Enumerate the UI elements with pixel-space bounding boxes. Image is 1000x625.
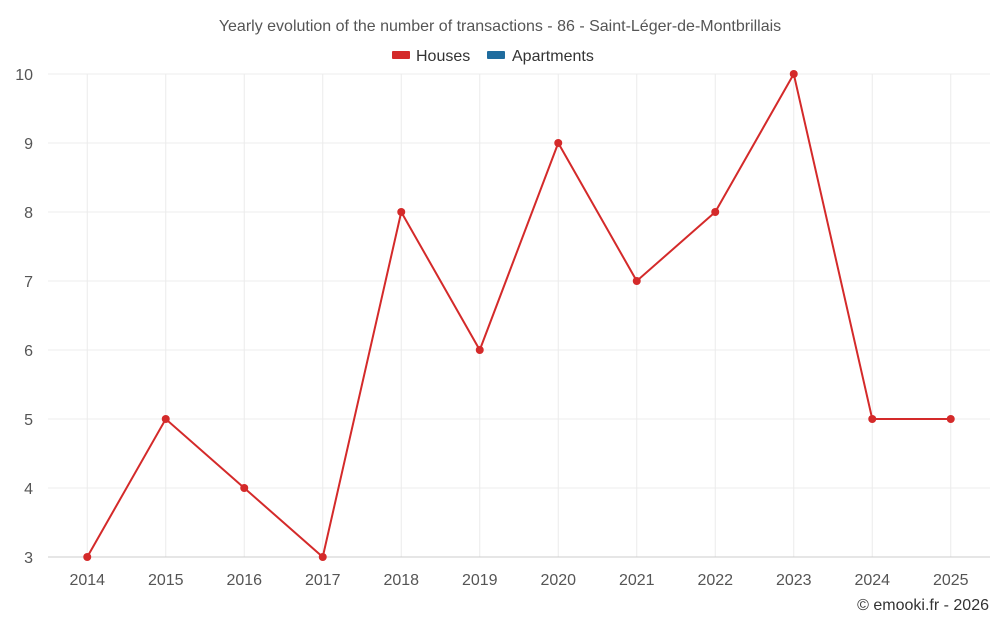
data-point-houses-2024 xyxy=(868,415,877,423)
x-tick-label-2025: 2025 xyxy=(933,572,969,589)
data-point-houses-2022 xyxy=(711,208,720,216)
y-tick-label-4: 4 xyxy=(24,481,33,498)
data-point-houses-2019 xyxy=(475,346,484,354)
series-layer xyxy=(83,70,955,561)
data-point-houses-2021 xyxy=(632,277,641,285)
x-tick-label-2014: 2014 xyxy=(69,572,105,589)
data-point-houses-2023 xyxy=(789,70,798,78)
x-tick-label-2024: 2024 xyxy=(854,572,890,589)
horizontal-gridlines xyxy=(48,73,990,489)
y-tick-label-5: 5 xyxy=(24,412,33,429)
x-tick-label-2018: 2018 xyxy=(383,572,419,589)
y-tick-label-8: 8 xyxy=(24,205,33,222)
x-tick-label-2022: 2022 xyxy=(697,572,733,589)
x-tick-label-2023: 2023 xyxy=(776,572,812,589)
credit-text: © emooki.fr - 2026 xyxy=(857,597,989,614)
chart-title: Yearly evolution of the number of transa… xyxy=(219,18,781,35)
legend-item-houses[interactable]: Houses xyxy=(392,48,470,65)
x-tick-label-2019: 2019 xyxy=(462,572,498,589)
x-tick-label-2016: 2016 xyxy=(226,572,262,589)
y-tick-label-9: 9 xyxy=(24,136,33,153)
data-point-houses-2025 xyxy=(946,415,955,423)
legend-swatch-apartments xyxy=(487,51,505,59)
series-line-houses xyxy=(86,71,951,559)
x-tick-label-2021: 2021 xyxy=(619,572,655,589)
x-tick-label-2020: 2020 xyxy=(540,572,576,589)
y-tick-label-3: 3 xyxy=(24,550,33,567)
vertical-gridlines xyxy=(86,74,952,557)
legend-label-houses: Houses xyxy=(416,48,470,65)
y-tick-label-7: 7 xyxy=(24,274,33,291)
data-point-houses-2015 xyxy=(161,415,170,423)
data-point-houses-2018 xyxy=(397,208,406,216)
y-tick-label-6: 6 xyxy=(24,343,33,360)
x-axis-tick-labels: 2014 2015 2016 2017 2018 2019 2020 2021 2022 2023… xyxy=(69,572,968,589)
data-point-houses-2014 xyxy=(83,553,92,561)
y-tick-label-10: 10 xyxy=(15,67,33,84)
legend: Houses Apartments xyxy=(392,48,594,65)
legend-swatch-houses xyxy=(392,51,410,59)
legend-label-apartments: Apartments xyxy=(512,48,594,65)
x-tick-label-2017: 2017 xyxy=(305,572,341,589)
data-point-houses-2016 xyxy=(240,484,249,492)
data-point-houses-2017 xyxy=(318,553,327,561)
legend-item-apartments[interactable]: Apartments xyxy=(487,48,594,65)
x-tick-label-2015: 2015 xyxy=(148,572,184,589)
y-axis-tick-labels: 3 4 5 6 7 8 9 10 xyxy=(15,67,33,567)
data-point-houses-2020 xyxy=(554,139,563,147)
